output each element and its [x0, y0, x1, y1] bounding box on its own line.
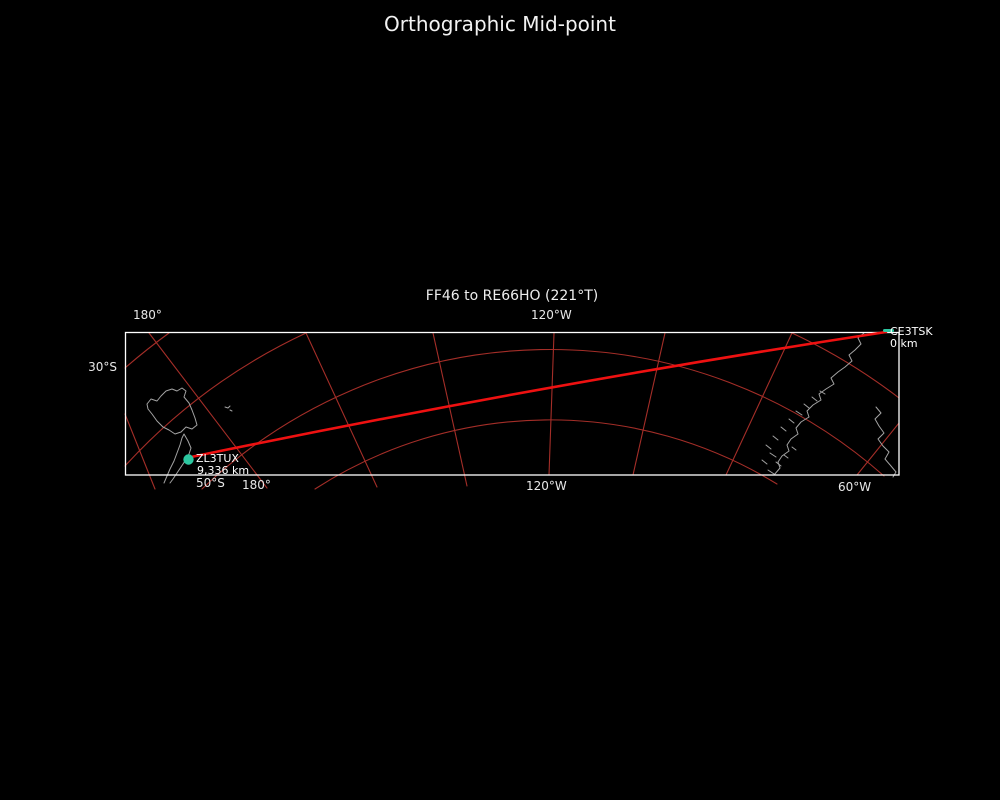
coastline-new-zealand-north-island	[146, 387, 198, 435]
meridian-100w	[632, 332, 666, 476]
parallel-60s	[314, 419, 778, 490]
tick-bottom-50s: 50°S	[196, 476, 225, 490]
meridian-60w	[856, 422, 900, 476]
tick-bottom-180: 180°	[242, 478, 271, 492]
figure-title: Orthographic Mid-point	[384, 12, 616, 36]
tick-top-180: 180°	[133, 308, 162, 322]
end-marker-distance: 0 km	[890, 337, 918, 350]
meridian-140w	[432, 332, 468, 487]
tick-bottom-60w: 60°W	[838, 480, 872, 494]
start-marker-dot	[183, 454, 194, 465]
tick-bottom-120w: 120°W	[526, 479, 567, 493]
great-circle-track	[189, 330, 888, 459]
meridian-170e	[124, 413, 156, 490]
end-marker-dot	[883, 329, 894, 332]
tick-top-120w: 120°W	[531, 308, 572, 322]
end-marker-callsign: CE3TSK	[890, 325, 933, 338]
map-border	[124, 331, 900, 476]
parallel-40s-east	[791, 332, 900, 399]
coastline-patagonia-fjords	[874, 406, 897, 478]
tick-left-30s: 30°S	[88, 360, 117, 374]
map-title: FF46 to RE66HO (221°T)	[425, 288, 599, 304]
start-marker-callsign: ZL3TUX	[196, 452, 239, 465]
coastline-chatham-islands	[224, 405, 233, 412]
parallel-50s	[201, 348, 885, 490]
meridian-80w	[725, 332, 793, 476]
coastline-south-america-west	[773, 332, 865, 476]
coastlines	[146, 332, 897, 484]
meridian-160w	[305, 332, 378, 488]
meridian-180	[148, 332, 268, 489]
coastline-chilean-archipelago	[761, 390, 826, 475]
meridian-120w	[548, 332, 555, 476]
start-marker-distance: 9,336 km	[197, 464, 250, 477]
graticule-lines	[124, 332, 900, 490]
parallel-40s-west	[124, 332, 307, 467]
